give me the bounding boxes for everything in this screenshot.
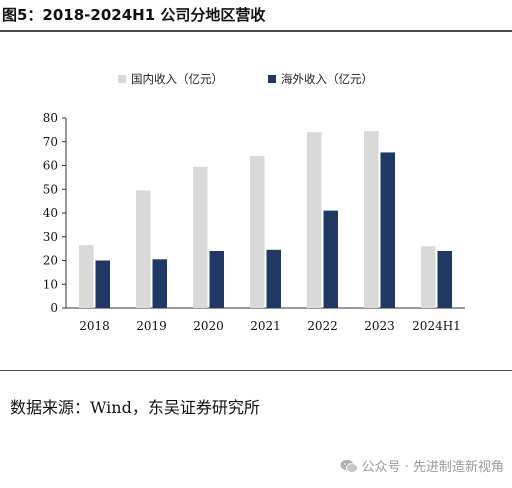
y-tick-label: 0 xyxy=(50,301,58,315)
y-tick-label: 70 xyxy=(43,135,58,149)
bar-domestic-2021 xyxy=(250,156,265,308)
bar-domestic-2024H1 xyxy=(421,246,436,308)
y-tick-label: 50 xyxy=(43,182,58,196)
bar-domestic-2020 xyxy=(193,166,208,308)
x-tick-label: 2022 xyxy=(307,319,338,333)
x-tick-label: 2023 xyxy=(364,319,395,333)
bar-domestic-2018 xyxy=(79,245,94,308)
y-tick-label: 20 xyxy=(43,254,58,268)
x-tick-label: 2020 xyxy=(193,319,224,333)
x-tick-label: 2021 xyxy=(250,319,281,333)
legend-label-0: 国内收入（亿元） xyxy=(131,72,223,86)
source-note: 数据来源：Wind，东吴证券研究所 xyxy=(10,398,260,417)
source-rule xyxy=(0,370,512,371)
bar-overseas-2022 xyxy=(323,210,338,308)
bar-domestic-2019 xyxy=(136,190,151,308)
legend-label-1: 海外收入（亿元） xyxy=(281,72,373,86)
x-tick-label: 2018 xyxy=(79,319,110,333)
x-tick-label: 2024H1 xyxy=(412,319,461,333)
bar-overseas-2020 xyxy=(209,251,224,308)
bar-domestic-2023 xyxy=(364,131,379,308)
legend-swatch-0 xyxy=(118,75,126,83)
bar-domestic-2022 xyxy=(307,132,322,308)
bar-overseas-2018 xyxy=(95,260,110,308)
x-tick-label: 2019 xyxy=(136,319,167,333)
bar-overseas-2019 xyxy=(152,259,167,308)
watermark: 公众号 · 先进制造新视角 xyxy=(340,456,504,475)
bar-overseas-2024H1 xyxy=(437,251,452,308)
watermark-text: 公众号 · 先进制造新视角 xyxy=(361,460,504,475)
bar-overseas-2021 xyxy=(266,249,281,308)
y-tick-label: 80 xyxy=(43,111,58,125)
title-rule xyxy=(0,30,512,32)
y-tick-label: 30 xyxy=(43,230,58,244)
y-tick-label: 10 xyxy=(43,277,58,291)
y-tick-label: 60 xyxy=(43,159,58,173)
y-tick-label: 40 xyxy=(43,206,58,220)
bar-chart: 国内收入（亿元） 海外收入（亿元） 0 10 20 30 40 50 60 70 80 2018 201… xyxy=(43,72,465,333)
wechat-icon xyxy=(340,459,358,473)
bar-overseas-2023 xyxy=(380,152,395,308)
figure-title: 图5：2018-2024H1 公司分地区营收 xyxy=(2,6,266,24)
legend-swatch-1 xyxy=(268,75,276,83)
